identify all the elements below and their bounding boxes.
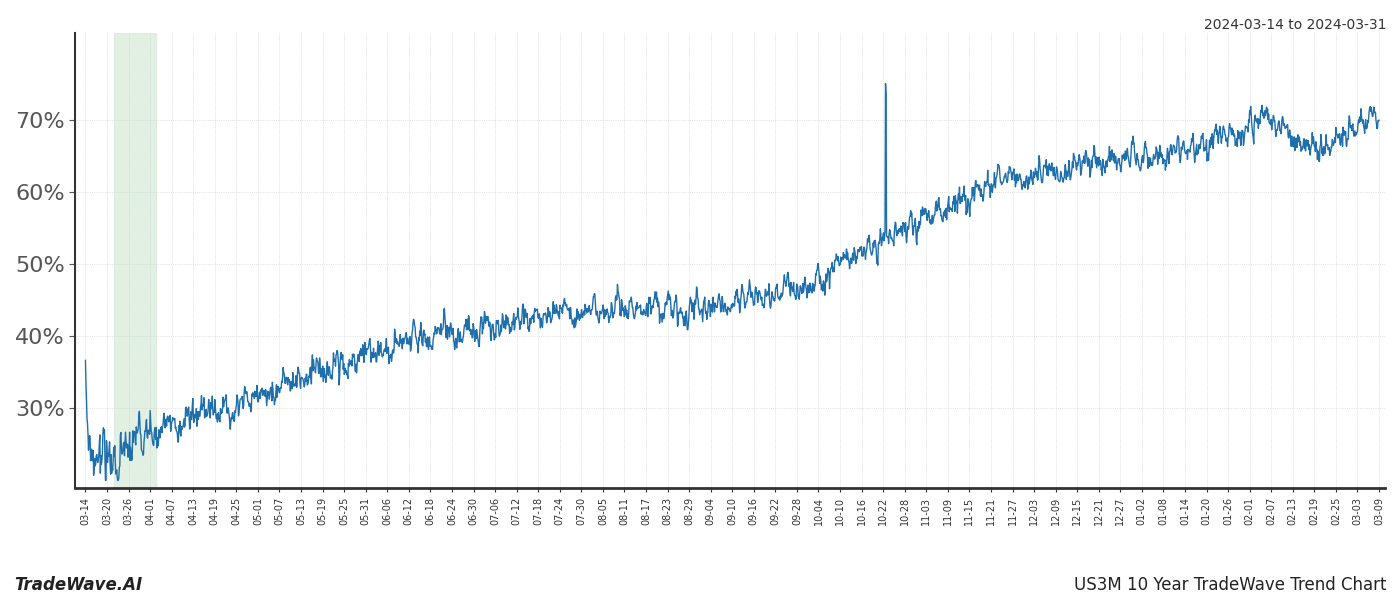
- Text: US3M 10 Year TradeWave Trend Chart: US3M 10 Year TradeWave Trend Chart: [1074, 576, 1386, 594]
- Text: TradeWave.AI: TradeWave.AI: [14, 576, 143, 594]
- Bar: [113, 33, 157, 488]
- Text: 2024-03-14 to 2024-03-31: 2024-03-14 to 2024-03-31: [1204, 18, 1386, 32]
